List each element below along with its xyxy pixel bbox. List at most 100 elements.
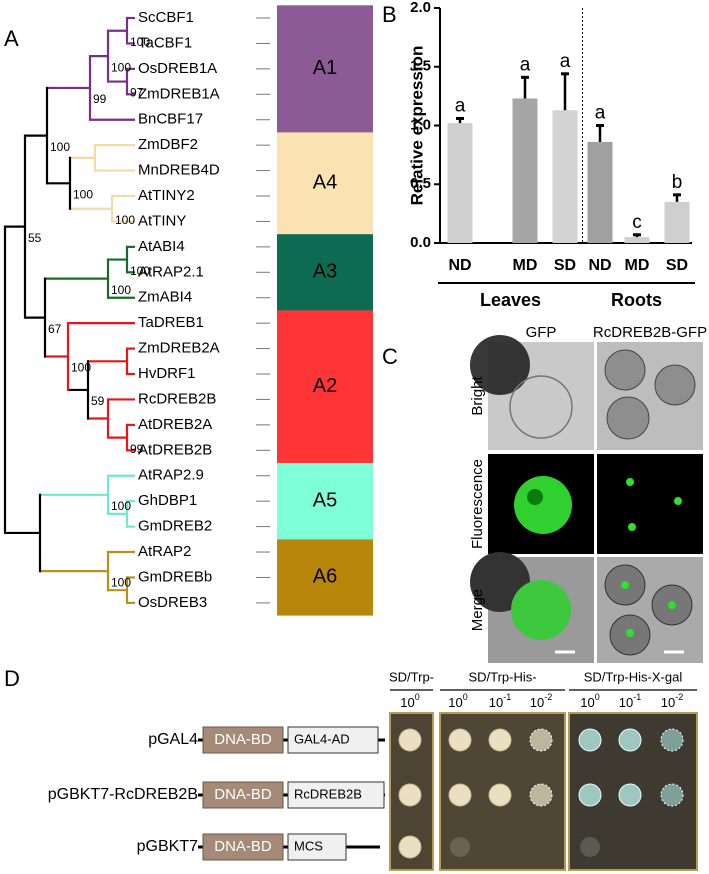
colony (448, 728, 472, 752)
domain-box (287, 781, 385, 809)
taxon-label: RcDREB2B (138, 390, 216, 407)
bootstrap: 100 (50, 140, 70, 154)
taxon-label: AtDREB2B (138, 441, 212, 458)
bootstrap: 59 (91, 394, 105, 408)
signal (668, 601, 676, 609)
colony (398, 783, 422, 807)
colony (660, 783, 684, 807)
error-bar (633, 233, 641, 238)
dilution-exponent: 0 (463, 692, 468, 702)
medium-label: SD/Trp-His- (468, 669, 536, 684)
clade-block (277, 132, 373, 235)
dilution: 100 (580, 692, 599, 710)
colony (580, 837, 600, 857)
taxon-label: AtTINY2 (138, 187, 195, 204)
dilution: 10-1 (489, 692, 511, 710)
taxon-label: TaDREB1 (138, 314, 204, 331)
dilution: 10-2 (530, 692, 552, 710)
signal (527, 489, 543, 505)
error-bar (673, 193, 681, 202)
clade-label: A3 (313, 261, 337, 283)
dilution-base: 10 (661, 695, 675, 710)
dilution-exponent: -1 (503, 692, 511, 702)
bootstrap: 55 (28, 231, 42, 245)
taxon-label: ZmDREB1A (138, 85, 220, 102)
taxon-label: ZmDREB2A (138, 340, 220, 357)
colony (529, 783, 553, 807)
significance-letter: a (595, 103, 606, 124)
error-bar (456, 116, 464, 124)
colony (660, 728, 684, 752)
dilution-base: 10 (448, 695, 462, 710)
taxon-label: BnCBF17 (138, 111, 203, 128)
domain-label: MCS (294, 838, 323, 853)
dilution-base: 10 (489, 695, 503, 710)
row-label: Fluorescence (469, 459, 486, 549)
signal (511, 580, 571, 640)
dilution-base: 10 (580, 695, 594, 710)
dilution-exponent: -2 (675, 692, 683, 702)
domain-label: DNA-BD (214, 786, 272, 803)
y-axis-title: Relative expression (407, 46, 426, 206)
colony (578, 783, 602, 807)
taxon-label: OsDREB1A (138, 60, 217, 77)
colony (398, 835, 422, 859)
y-tick-label: 0.5 (410, 175, 431, 192)
taxon-label: TaCBF1 (138, 34, 192, 51)
y-tick-label: 2.0 (410, 0, 431, 16)
bootstrap: 99 (130, 442, 144, 456)
bar (552, 110, 578, 243)
colony (488, 728, 512, 752)
x-tick-label: SD (554, 257, 576, 274)
taxon-label: AtRAP2.9 (138, 467, 204, 484)
cell (606, 396, 650, 440)
construct-name: pGBKT7-RcDREB2B (48, 786, 198, 803)
bootstrap: 97 (130, 86, 144, 100)
significance-letter: a (560, 51, 571, 72)
domain-label: GAL4-AD (294, 731, 350, 746)
significance-letter: b (672, 172, 683, 193)
clade-block (277, 310, 373, 464)
cell (604, 349, 646, 391)
taxon-label: AtABI4 (138, 238, 185, 255)
dilution-base: 10 (619, 695, 633, 710)
group-label: Leaves (480, 290, 541, 310)
clade-block (277, 234, 373, 311)
taxon-label: HvDRF1 (138, 365, 196, 382)
cell (654, 364, 696, 406)
domain-label: RcDREB2B (294, 786, 362, 801)
clade-label: A2 (313, 375, 337, 397)
y-tick-label: 1.0 (410, 116, 431, 133)
column-label: RcDREB2B-GFP (593, 324, 707, 341)
x-tick-label: ND (448, 257, 471, 274)
cell (509, 375, 573, 439)
dilution: 100 (448, 692, 467, 710)
significance-letter: a (520, 54, 531, 75)
colony (448, 783, 472, 807)
x-tick-label: SD (666, 257, 688, 274)
dilution-base: 10 (400, 695, 414, 710)
x-tick-label: MD (625, 257, 650, 274)
domain-box (202, 833, 284, 861)
taxon-label: AtRAP2 (138, 543, 191, 560)
y-tick-label: 0.0 (410, 234, 431, 251)
row-label: Bright (469, 376, 486, 416)
micrographs (470, 335, 703, 663)
clade-block (277, 5, 373, 133)
clade-label: A6 (313, 566, 337, 588)
bootstrap: 99 (93, 92, 107, 106)
colony (618, 783, 642, 807)
colony (618, 728, 642, 752)
taxon-label: ZmDBF2 (138, 136, 198, 153)
domain-box (287, 726, 379, 754)
construct-name: pGBKT7 (137, 838, 198, 855)
significance-letter: c (632, 212, 642, 233)
bootstrap: 100 (111, 60, 131, 74)
colony (398, 728, 422, 752)
clade-label: A1 (313, 57, 337, 79)
taxon-label: OsDREB3 (138, 594, 207, 611)
clade-block (277, 539, 373, 616)
significance-letter: a (455, 95, 466, 116)
dilution-exponent: 0 (415, 692, 420, 702)
